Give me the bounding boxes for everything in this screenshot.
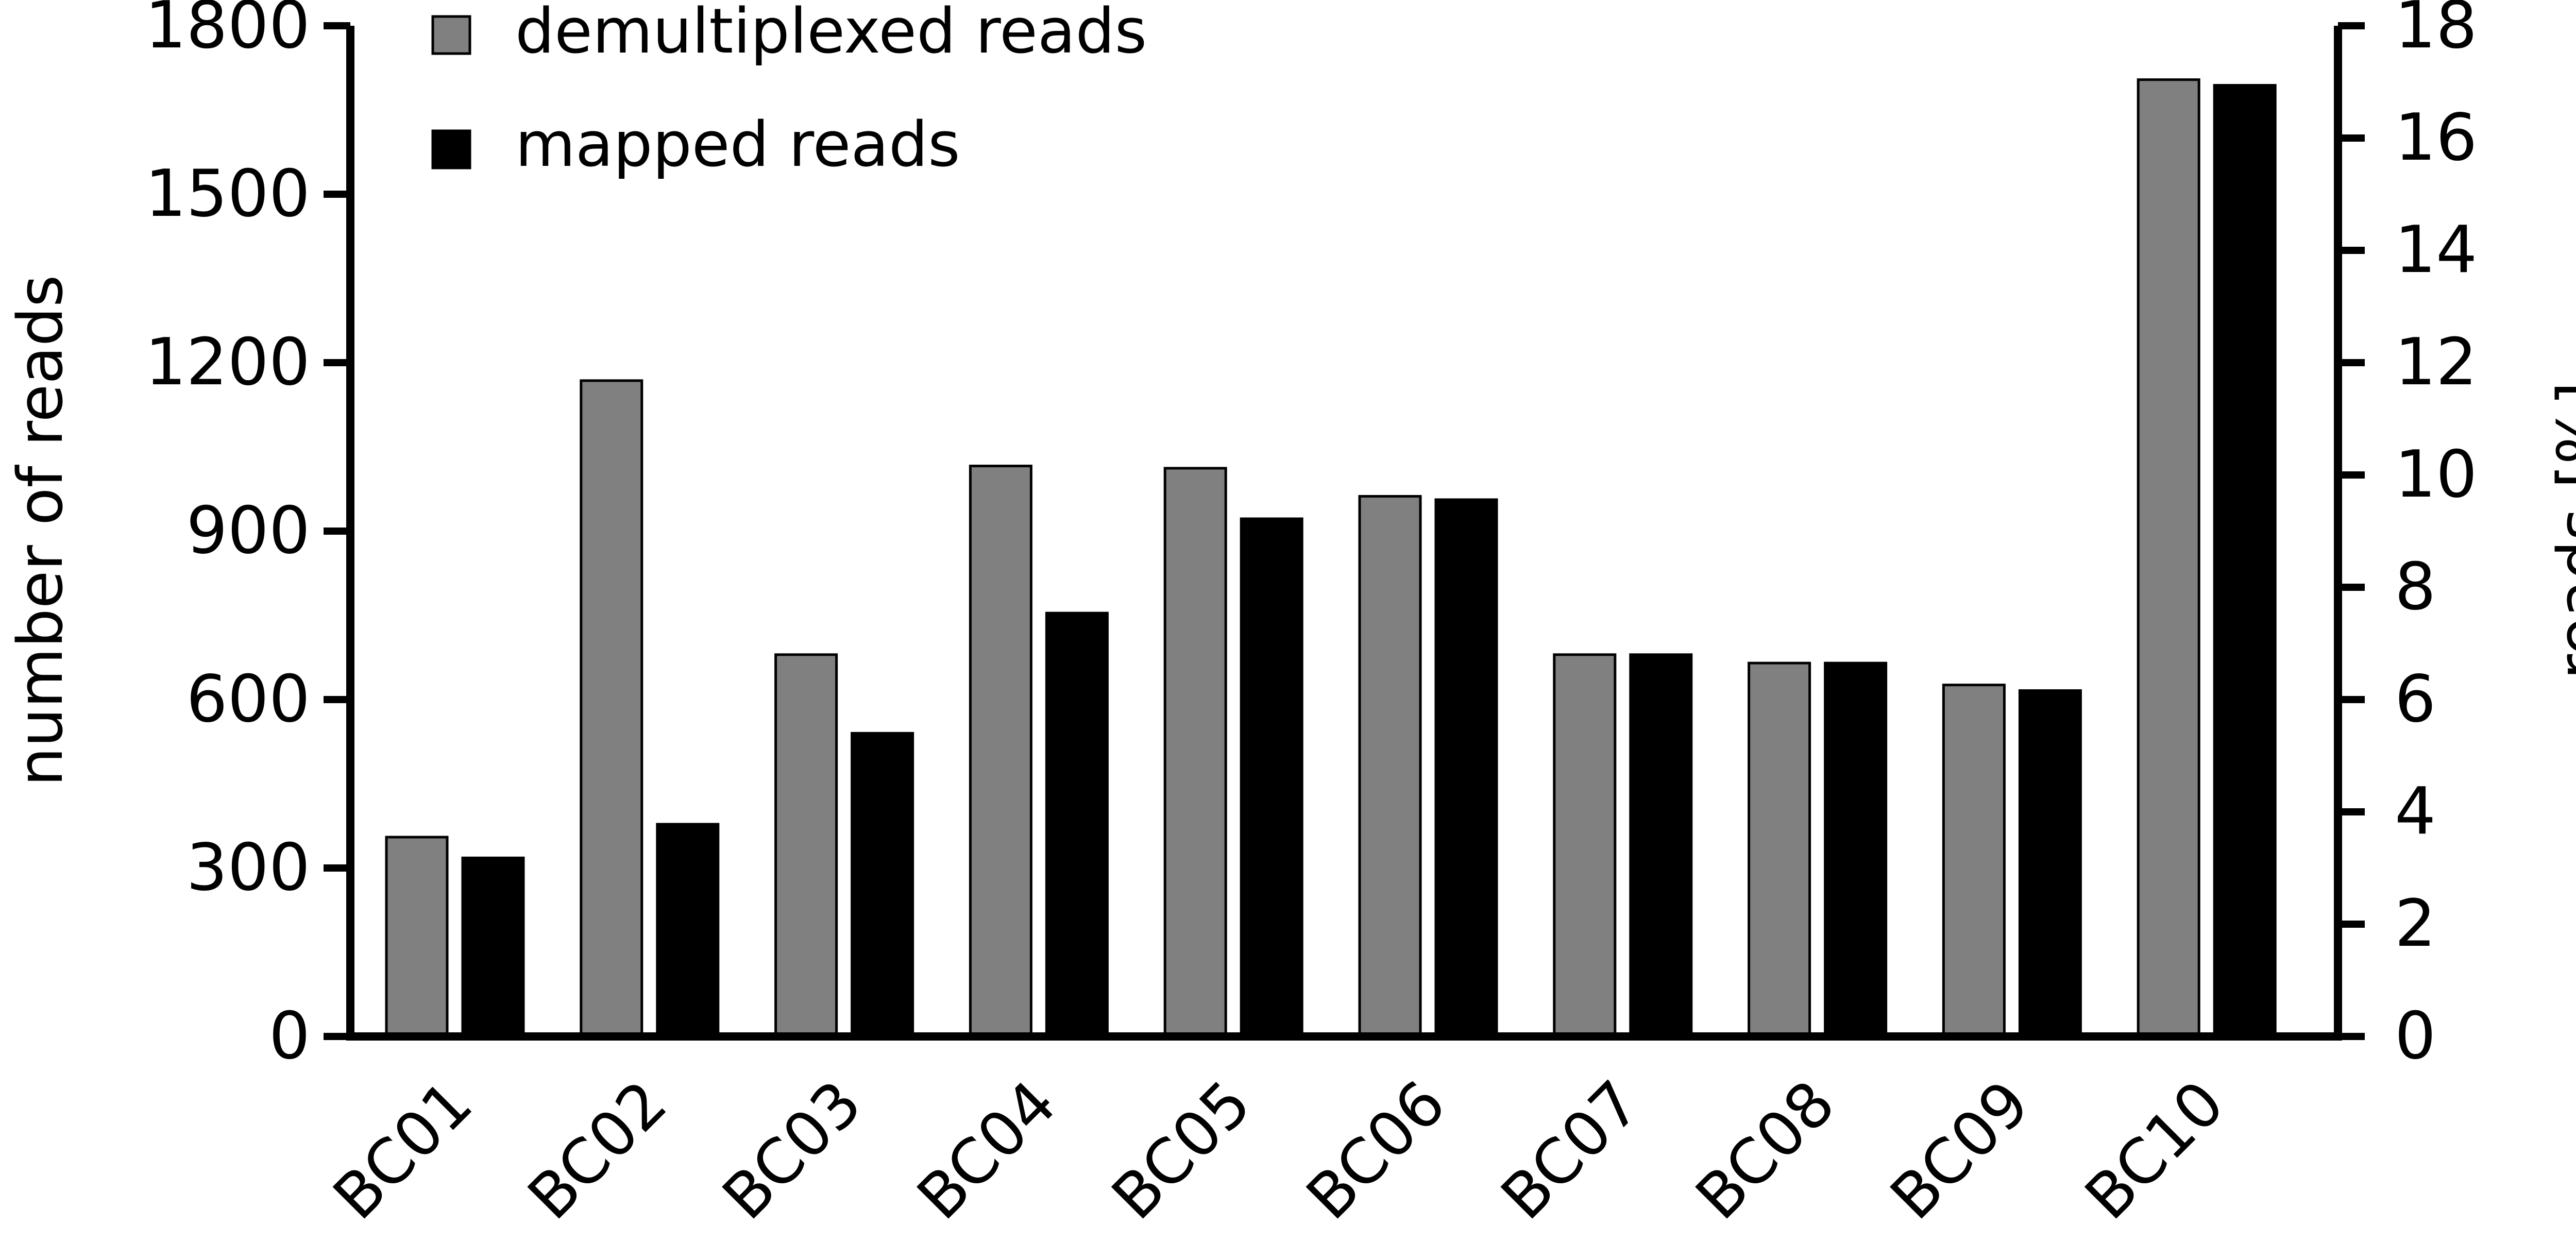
legend: demultiplexed reads mapped reads xyxy=(431,0,1147,181)
legend-label-mapped: mapped reads xyxy=(515,109,960,181)
bar-mapped-bc02 xyxy=(656,823,720,1038)
bar-mapped-bc06 xyxy=(1434,498,1498,1038)
x-tick-label: BC02 xyxy=(515,1067,681,1233)
legend-swatch-mapped xyxy=(431,129,471,169)
bar-demultiplexed-bc02 xyxy=(580,379,643,1038)
legend-swatch-demultiplexed xyxy=(431,15,471,55)
bar-demultiplexed-bc07 xyxy=(1553,653,1617,1038)
y2-axis-label: reads [%] xyxy=(2545,382,2576,680)
right-tick-label: 8 xyxy=(2395,549,2436,624)
left-tick-label: 1800 xyxy=(145,0,310,63)
right-tick-label: 2 xyxy=(2395,886,2436,961)
bar-demultiplexed-bc01 xyxy=(385,836,449,1038)
x-tick-label: BC10 xyxy=(2072,1067,2238,1233)
bar-demultiplexed-bc04 xyxy=(969,465,1032,1038)
bar-mapped-bc01 xyxy=(461,856,525,1038)
bar-demultiplexed-bc08 xyxy=(1748,661,1811,1038)
bars-group xyxy=(385,78,2277,1038)
left-tick-label: 1200 xyxy=(145,324,310,400)
right-tick-label: 18 xyxy=(2395,0,2477,63)
x-tick-label: BC08 xyxy=(1683,1067,1849,1233)
left-tick-label: 1500 xyxy=(145,156,310,231)
right-tick-label: 10 xyxy=(2395,436,2477,512)
right-tick-label: 6 xyxy=(2395,661,2436,737)
left-y-ticks: 0 300 600 900 1200 1500 1800 xyxy=(145,0,350,1074)
right-tick-label: 16 xyxy=(2395,99,2477,175)
x-tick-label: BC09 xyxy=(1877,1067,2043,1233)
right-tick-label: 14 xyxy=(2395,212,2477,287)
x-tick-label: BC06 xyxy=(1293,1067,1459,1233)
bar-mapped-bc05 xyxy=(1240,517,1303,1038)
bar-mapped-bc09 xyxy=(2018,689,2082,1038)
bar-mapped-bc07 xyxy=(1629,653,1693,1038)
right-tick-label: 0 xyxy=(2395,998,2436,1074)
bar-demultiplexed-bc09 xyxy=(1942,684,2006,1038)
x-tick-labels: BC01 BC02 BC03 BC04 BC05 BC06 BC07 BC08 BC09 BC10 xyxy=(320,1067,2238,1233)
left-tick-label: 300 xyxy=(187,829,311,905)
x-tick-label: BC05 xyxy=(1098,1067,1264,1233)
left-tick-label: 900 xyxy=(187,492,311,568)
left-tick-label: 0 xyxy=(269,998,310,1074)
bar-mapped-bc08 xyxy=(1824,661,1888,1038)
bar-mapped-bc04 xyxy=(1045,611,1109,1038)
y-axis-label: number of reads xyxy=(5,275,77,786)
bar-demultiplexed-bc10 xyxy=(2137,78,2200,1038)
x-tick-label: BC03 xyxy=(709,1067,875,1233)
bar-demultiplexed-bc06 xyxy=(1358,495,1422,1038)
bar-demultiplexed-bc05 xyxy=(1163,467,1227,1038)
left-tick-label: 600 xyxy=(187,661,311,737)
x-tick-label: BC07 xyxy=(1488,1067,1654,1233)
legend-label-demultiplexed: demultiplexed reads xyxy=(515,0,1147,67)
bar-mapped-bc03 xyxy=(851,731,914,1038)
x-tick-label: BC04 xyxy=(904,1067,1070,1233)
x-tick-label: BC01 xyxy=(320,1067,486,1233)
right-tick-label: 4 xyxy=(2395,773,2436,849)
right-y-ticks: 0 2 4 6 8 10 12 14 16 18 xyxy=(2338,0,2477,1074)
right-tick-label: 12 xyxy=(2395,324,2477,400)
bar-demultiplexed-bc03 xyxy=(774,653,838,1038)
bar-mapped-bc10 xyxy=(2213,84,2277,1038)
